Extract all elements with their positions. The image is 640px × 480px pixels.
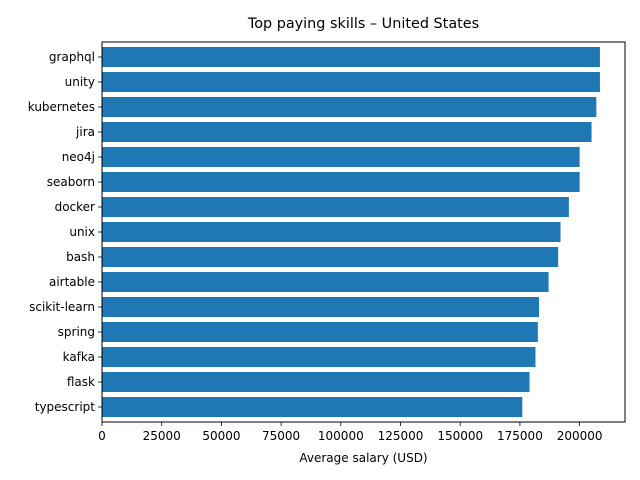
y-tick-label: jira (75, 125, 95, 139)
x-tick-label: 200000 (557, 429, 603, 443)
y-tick-label: docker (55, 200, 95, 214)
bar-unity (102, 72, 600, 92)
y-tick-label: unity (65, 75, 95, 89)
y-tick-label: airtable (49, 275, 95, 289)
plot-frame (101, 41, 626, 423)
x-tick-label: 150000 (437, 429, 483, 443)
bar-kafka (102, 347, 536, 367)
bar-flask (102, 372, 530, 392)
bars-group (102, 47, 600, 417)
y-tick-label: neo4j (62, 150, 95, 164)
bar-neo4j (102, 147, 580, 167)
y-tick-label: seaborn (47, 175, 95, 189)
bar-typescript (102, 397, 523, 417)
x-axis-ticks: 0 25000 50000 75000 100000 125000 150000 175000… (98, 422, 603, 443)
bar-spring (102, 322, 538, 342)
y-tick-label: kubernetes (28, 100, 95, 114)
bar-seaborn (102, 172, 580, 192)
x-tick-label: 75000 (262, 429, 300, 443)
y-tick-label: typescript (35, 400, 96, 414)
y-tick-label: bash (66, 250, 95, 264)
y-tick-label: flask (67, 375, 95, 389)
x-tick-label: 50000 (202, 429, 240, 443)
bar-kubernetes (102, 97, 597, 117)
y-axis-ticks: graphql unity kubernetes jira neo4j seaborn do… (28, 50, 102, 414)
y-tick-label: graphql (49, 50, 95, 64)
x-axis-label: Average salary (USD) (299, 451, 427, 465)
bar-docker (102, 197, 569, 217)
bar-airtable (102, 272, 549, 292)
bar-graphql (102, 47, 600, 67)
bar-scikit-learn (102, 297, 540, 317)
bar-unix (102, 222, 561, 242)
bar-bash (102, 247, 559, 267)
y-tick-label: spring (58, 325, 95, 339)
bar-jira (102, 122, 592, 142)
y-tick-label: scikit-learn (29, 300, 95, 314)
x-tick-label: 25000 (143, 429, 181, 443)
x-tick-label: 175000 (497, 429, 543, 443)
x-tick-label: 125000 (378, 429, 424, 443)
x-tick-label: 0 (98, 429, 106, 443)
y-tick-label: unix (69, 225, 95, 239)
chart-title: Top paying skills – United States (247, 16, 479, 32)
x-tick-label: 100000 (318, 429, 364, 443)
y-tick-label: kafka (63, 350, 95, 364)
